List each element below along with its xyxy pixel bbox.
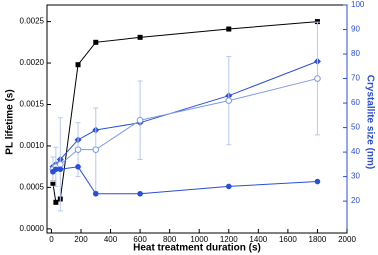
marker: [93, 39, 99, 45]
marker: [92, 146, 100, 153]
marker: [53, 199, 59, 205]
y2-axis-title: Crystallite size (nm): [364, 75, 375, 169]
marker: [75, 164, 81, 170]
x-axis-title: Heat treatment duration (s): [133, 243, 261, 254]
x-tick-label: 1000: [190, 235, 208, 244]
x-tick-label: 2000: [338, 235, 356, 244]
y2-tick-label: 40: [351, 147, 360, 156]
y2-tick-label: 80: [351, 49, 360, 58]
marker: [74, 146, 82, 153]
series-line: [52, 21, 318, 204]
marker: [314, 178, 321, 185]
series-line: [52, 78, 318, 170]
y-tick-label: 0.0010: [20, 141, 45, 150]
y2-tick-label: 30: [351, 172, 360, 181]
marker: [57, 161, 64, 168]
y2-tick-label: 20: [351, 196, 360, 205]
x-tick-label: 1600: [279, 235, 297, 244]
y2-tick-label: 100: [351, 0, 365, 9]
x-tick-label: 0: [49, 235, 54, 244]
x-tick-label: 800: [163, 235, 177, 244]
y2-tick-label: 60: [351, 98, 360, 107]
y-tick-label: 0.0005: [20, 183, 45, 192]
series-line: [52, 166, 318, 195]
x-tick-label: 200: [74, 235, 88, 244]
marker: [225, 183, 232, 190]
marker: [75, 62, 81, 68]
y-tick-label: 0.0015: [20, 100, 45, 109]
x-tick-label: 1800: [309, 235, 327, 244]
marker: [53, 166, 59, 173]
marker: [92, 190, 99, 197]
marker: [50, 180, 56, 186]
series-line: [52, 60, 318, 168]
x-tick-label: 600: [133, 235, 147, 244]
marker: [314, 19, 320, 25]
y2-tick-label: 90: [351, 25, 360, 34]
x-tick-label: 1400: [249, 235, 267, 244]
marker: [57, 166, 64, 173]
y-tick-label: 0.0020: [20, 58, 45, 67]
x-tick-label: 400: [104, 235, 118, 244]
marker: [137, 190, 143, 197]
marker: [226, 26, 232, 32]
x-tick-label: 1200: [220, 235, 238, 244]
y2-tick-label: 70: [351, 74, 360, 83]
marker: [136, 116, 144, 124]
marker: [314, 75, 321, 82]
y-tick-label: 0.0025: [20, 17, 45, 26]
plot-frame: [46, 4, 348, 234]
marker: [225, 97, 233, 104]
marker: [137, 34, 143, 40]
y-tick-label: 0.0000: [20, 224, 45, 233]
y-axis-title: PL lifetime (s): [5, 89, 16, 154]
y2-tick-label: 50: [351, 123, 360, 132]
